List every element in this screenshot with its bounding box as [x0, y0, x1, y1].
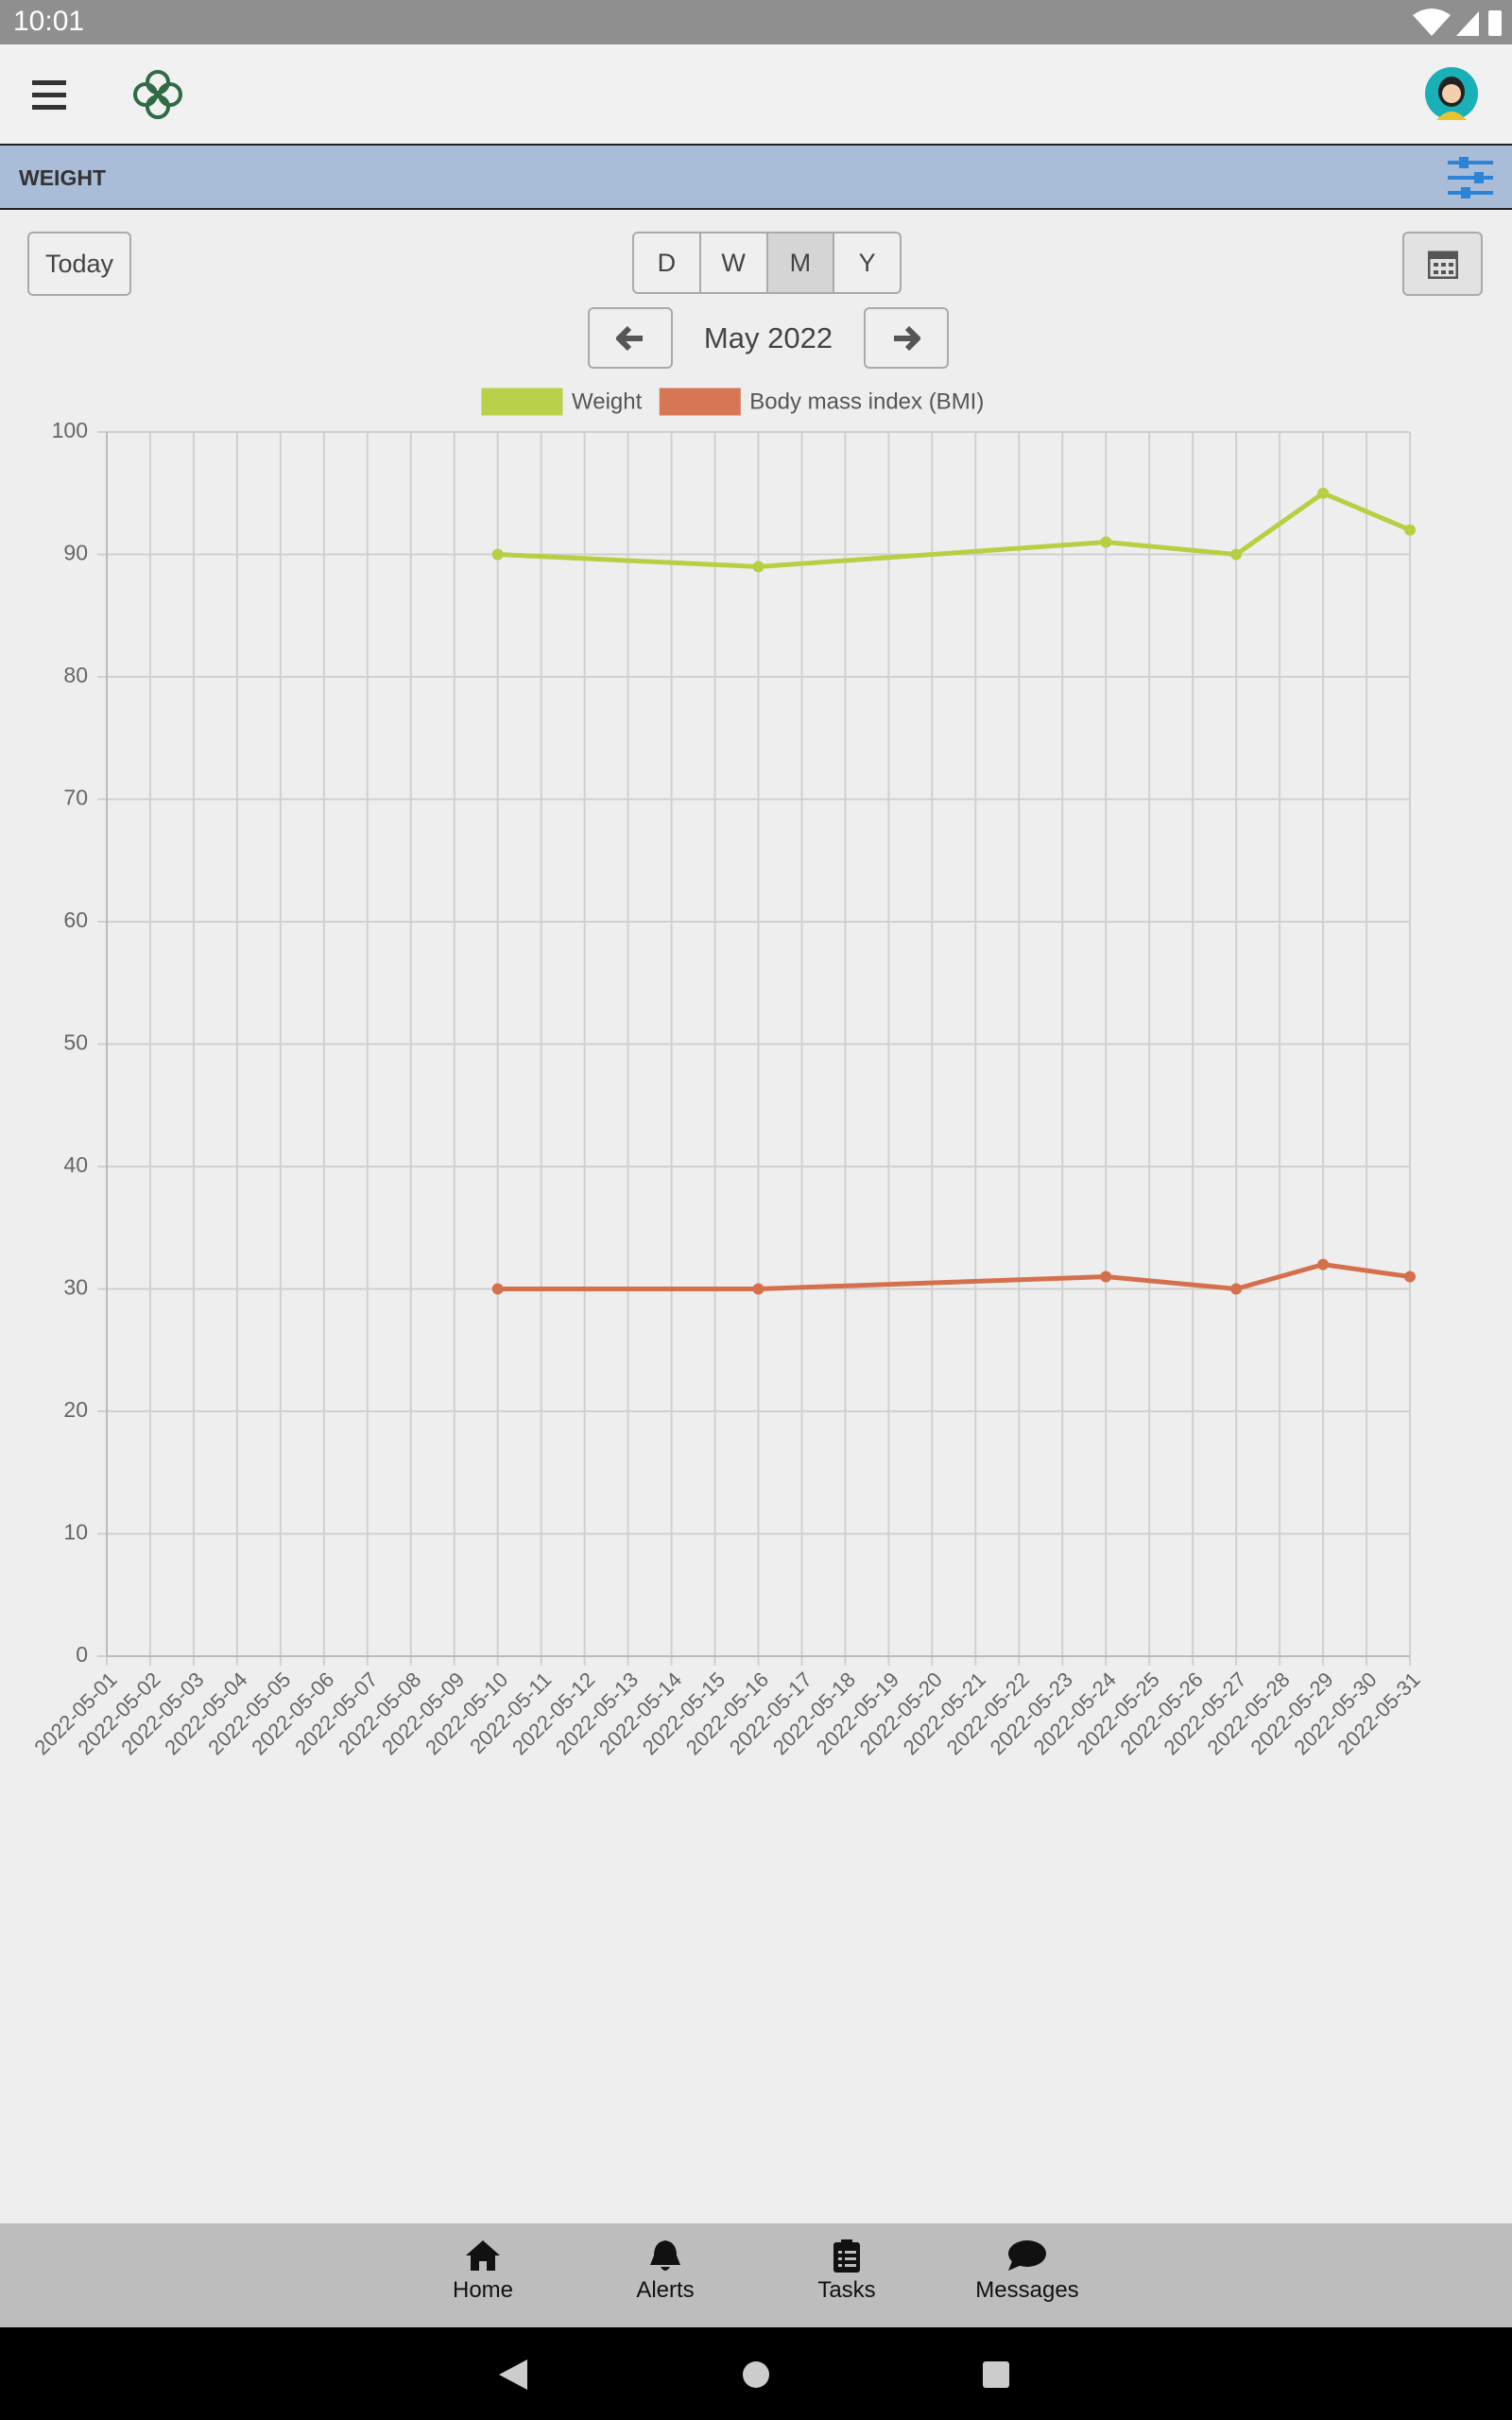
- status-icons: [1413, 9, 1502, 36]
- y-tick-label: 90: [63, 541, 88, 565]
- series-line: [497, 1262, 1411, 1292]
- system-nav: [0, 2327, 1512, 2420]
- nav-label: Alerts: [636, 2277, 695, 2303]
- y-tick-label: 0: [76, 1642, 88, 1667]
- data-point: [1317, 1258, 1330, 1270]
- data-point: [1404, 524, 1416, 536]
- data-point: [752, 561, 765, 573]
- legend-swatch: [481, 388, 563, 416]
- data-point: [1100, 536, 1112, 548]
- section-title: WEIGHT: [19, 165, 106, 190]
- data-point: [491, 1283, 504, 1295]
- calendar-button[interactable]: [1402, 232, 1483, 296]
- legend-label: Weight: [572, 389, 643, 414]
- data-point: [1100, 1270, 1112, 1283]
- nav-messages[interactable]: Messages: [961, 2238, 1093, 2304]
- y-tick-label: 50: [63, 1030, 88, 1055]
- period-button[interactable]: W: [700, 232, 768, 294]
- data-point: [491, 548, 504, 561]
- chart: 01020304050607080901002022-05-012022-05-…: [29, 388, 1425, 1759]
- nav-home[interactable]: Home: [426, 2238, 540, 2304]
- app-bar: [0, 44, 1512, 144]
- next-button[interactable]: [864, 307, 949, 369]
- period-button[interactable]: D: [632, 232, 701, 294]
- y-tick-label: 30: [63, 1275, 88, 1300]
- y-tick-label: 20: [63, 1397, 88, 1422]
- data-point: [1230, 1283, 1243, 1295]
- data-point: [1317, 487, 1330, 499]
- filter-button[interactable]: [1448, 157, 1493, 199]
- period-button[interactable]: Y: [834, 232, 902, 294]
- y-tick-label: 60: [63, 908, 88, 932]
- menu-button[interactable]: [32, 80, 68, 111]
- y-tick-label: 100: [52, 418, 88, 442]
- nav-label: Home: [452, 2277, 514, 2303]
- series-line: [497, 490, 1411, 569]
- app-logo: [133, 70, 182, 119]
- period-label: May 2022: [703, 321, 833, 354]
- nav-alerts[interactable]: Alerts: [609, 2238, 722, 2304]
- status-time: 10:01: [13, 6, 85, 37]
- system-buttons[interactable]: [491, 2356, 1021, 2394]
- nav-label: Messages: [975, 2277, 1079, 2303]
- period-selector: D W M Y: [632, 232, 902, 294]
- today-button[interactable]: Today: [27, 232, 131, 296]
- prev-button[interactable]: [588, 307, 673, 369]
- status-bar: 10:01: [0, 0, 1512, 44]
- legend-label: Body mass index (BMI): [749, 389, 984, 414]
- section-header: WEIGHT: [0, 144, 1512, 210]
- y-tick-label: 10: [63, 1520, 88, 1545]
- y-tick-label: 80: [63, 663, 88, 687]
- avatar[interactable]: [1425, 67, 1478, 120]
- y-tick-label: 70: [63, 786, 88, 810]
- data-point: [1404, 1270, 1416, 1283]
- bottom-nav: Home Alerts Tasks Messages: [0, 2223, 1512, 2327]
- data-point: [1230, 548, 1243, 561]
- y-tick-label: 40: [63, 1152, 88, 1177]
- nav-label: Tasks: [817, 2277, 876, 2303]
- data-point: [752, 1283, 765, 1295]
- period-button[interactable]: M: [767, 232, 835, 294]
- nav-tasks[interactable]: Tasks: [790, 2238, 903, 2304]
- legend-swatch: [659, 388, 741, 416]
